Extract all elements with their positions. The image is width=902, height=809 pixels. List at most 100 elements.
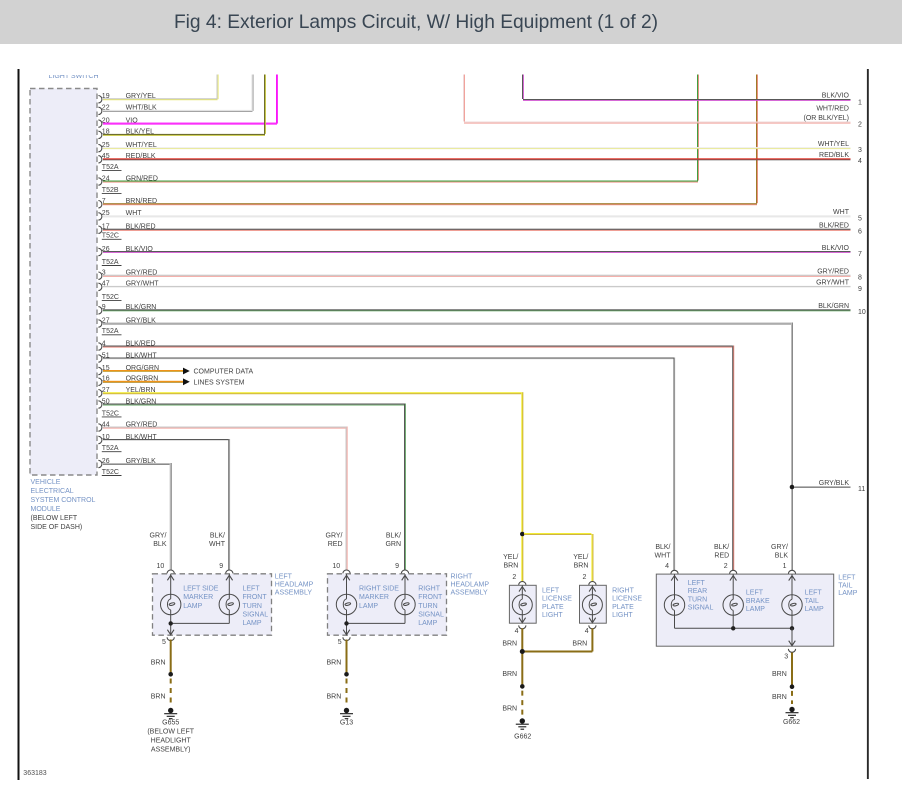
svg-text:T52A: T52A [102,164,119,171]
svg-text:20: 20 [102,117,110,124]
svg-text:LEFT: LEFT [243,586,261,593]
svg-text:T52C: T52C [102,410,119,417]
svg-text:RED: RED [714,552,729,559]
svg-text:LIGHT SWITCH: LIGHT SWITCH [49,73,99,80]
svg-text:YEL/: YEL/ [573,554,588,561]
svg-text:BLK/WHT: BLK/WHT [126,352,158,359]
svg-text:BLK/GRN: BLK/GRN [126,304,157,311]
svg-text:COMPUTER DATA: COMPUTER DATA [194,369,254,376]
svg-text:25: 25 [102,142,110,149]
svg-text:T52A: T52A [102,445,119,452]
svg-text:LIGHT: LIGHT [542,612,563,619]
svg-text:BLK: BLK [153,541,167,548]
svg-text:GRY/WHT: GRY/WHT [816,280,850,287]
svg-text:BLK/: BLK/ [210,532,225,539]
svg-text:19: 19 [102,93,110,100]
svg-text:9: 9 [395,563,399,570]
svg-text:18: 18 [102,129,110,136]
svg-text:LIGHT: LIGHT [612,612,633,619]
svg-text:(BELOW LEFT: (BELOW LEFT [147,728,194,735]
svg-text:17: 17 [102,224,110,231]
svg-text:10: 10 [157,563,165,570]
svg-text:HEADLAMP: HEADLAMP [275,581,314,588]
svg-text:SIGNAL: SIGNAL [243,611,269,618]
svg-text:2: 2 [512,574,516,581]
svg-text:26: 26 [102,458,110,465]
svg-text:TURN: TURN [243,603,262,610]
svg-text:BRN: BRN [327,659,342,666]
svg-text:BRN: BRN [772,694,787,701]
svg-text:BLK/VIO: BLK/VIO [126,246,154,253]
svg-text:BLK/VIO: BLK/VIO [822,245,850,252]
svg-text:BRN: BRN [504,563,519,570]
svg-text:BLK/GRN: BLK/GRN [818,303,849,310]
svg-text:PLATE: PLATE [612,604,634,611]
svg-text:BLK/RED: BLK/RED [819,223,849,230]
svg-text:T52B: T52B [102,187,119,194]
svg-text:GRY/: GRY/ [771,544,788,551]
svg-text:LEFT: LEFT [805,590,823,597]
svg-text:PLATE: PLATE [542,604,564,611]
svg-text:TAIL: TAIL [838,582,852,589]
svg-text:3: 3 [858,147,862,154]
svg-text:T52C: T52C [102,294,119,301]
svg-text:WHT/YEL: WHT/YEL [818,141,849,148]
svg-text:9: 9 [219,563,223,570]
svg-text:TURN: TURN [688,596,707,603]
svg-text:RIGHT: RIGHT [451,574,474,581]
svg-text:5: 5 [858,215,862,222]
svg-text:LAMP: LAMP [746,606,765,613]
svg-text:24: 24 [102,175,110,182]
svg-text:LAMP: LAMP [805,606,824,613]
svg-text:HEADLAMP: HEADLAMP [451,581,490,588]
svg-text:LEFT: LEFT [542,587,560,594]
svg-text:LAMP: LAMP [243,620,262,627]
svg-text:ORG/GRN: ORG/GRN [126,365,159,372]
svg-text:G662: G662 [514,734,531,741]
svg-text:Fig 4: Exterior Lamps Circuit,: Fig 4: Exterior Lamps Circuit, W/ High E… [174,12,658,33]
svg-text:2: 2 [582,574,586,581]
svg-text:WHT/BLK: WHT/BLK [126,105,157,112]
svg-text:11: 11 [858,486,865,493]
svg-text:YEL/: YEL/ [503,554,518,561]
svg-text:T52C: T52C [102,469,119,476]
svg-text:BRN: BRN [772,671,787,678]
svg-text:RIGHT: RIGHT [418,586,441,593]
svg-text:BRN: BRN [151,659,166,666]
svg-text:LEFT: LEFT [688,580,706,587]
svg-text:GRY/BLK: GRY/BLK [819,480,850,487]
svg-text:T52C: T52C [102,233,119,240]
svg-text:LAMP: LAMP [838,590,857,597]
svg-text:RIGHT: RIGHT [612,587,635,594]
svg-text:LICENSE: LICENSE [542,596,572,603]
svg-text:16: 16 [102,376,110,383]
svg-text:GRY/RED: GRY/RED [817,269,849,276]
svg-text:SIGNAL: SIGNAL [418,611,444,618]
svg-text:6: 6 [858,229,862,236]
svg-text:REAR: REAR [688,588,707,595]
svg-text:FRONT: FRONT [418,594,443,601]
svg-text:2: 2 [724,563,728,570]
svg-text:GRY/BLK: GRY/BLK [126,317,157,324]
svg-text:LEFT SIDE: LEFT SIDE [183,586,219,593]
svg-text:LEFT: LEFT [746,590,764,597]
svg-text:ELECTRICAL: ELECTRICAL [31,488,74,495]
svg-text:8: 8 [858,275,862,282]
svg-text:ASSEMBLY: ASSEMBLY [451,589,489,596]
svg-text:4: 4 [858,158,862,165]
svg-text:WHT: WHT [126,210,143,217]
svg-text:SYSTEM CONTROL: SYSTEM CONTROL [31,497,96,504]
svg-text:50: 50 [102,398,110,405]
svg-text:MODULE: MODULE [31,506,61,513]
svg-text:GRY/: GRY/ [150,532,167,539]
svg-text:10: 10 [102,434,110,441]
svg-text:GRY/: GRY/ [326,532,343,539]
svg-text:GRY/WHT: GRY/WHT [126,281,160,288]
svg-text:26: 26 [102,246,110,253]
svg-text:GRY/RED: GRY/RED [126,270,158,277]
svg-text:MARKER: MARKER [183,594,213,601]
svg-text:10: 10 [858,309,866,316]
svg-text:27: 27 [102,387,110,394]
svg-text:(OR BLK/YEL): (OR BLK/YEL) [803,115,849,122]
svg-text:7: 7 [102,198,106,205]
